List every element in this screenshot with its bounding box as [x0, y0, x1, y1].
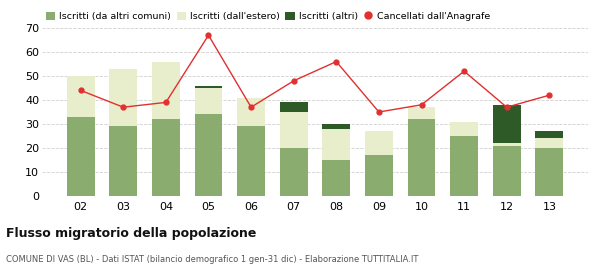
Bar	[322, 160, 350, 196]
Bar	[535, 148, 563, 196]
Bar	[450, 136, 478, 196]
Bar	[152, 62, 180, 119]
Bar	[535, 131, 563, 138]
Text: COMUNE DI VAS (BL) - Dati ISTAT (bilancio demografico 1 gen-31 dic) - Elaborazio: COMUNE DI VAS (BL) - Dati ISTAT (bilanci…	[6, 255, 418, 264]
Bar	[280, 112, 308, 148]
Bar	[535, 138, 563, 148]
Bar	[450, 122, 478, 136]
Bar	[280, 102, 308, 112]
Bar	[194, 88, 223, 115]
Bar	[67, 76, 95, 117]
Legend: Iscritti (da altri comuni), Iscritti (dall'estero), Iscritti (altri), Cancellati: Iscritti (da altri comuni), Iscritti (da…	[42, 8, 494, 25]
Bar	[493, 105, 521, 143]
Bar	[237, 98, 265, 126]
Bar	[407, 119, 436, 196]
Bar	[322, 124, 350, 129]
Bar	[493, 146, 521, 196]
Bar	[152, 119, 180, 196]
Bar	[493, 143, 521, 146]
Bar	[109, 69, 137, 126]
Bar	[237, 126, 265, 196]
Bar	[194, 86, 223, 88]
Bar	[194, 115, 223, 196]
Bar	[407, 107, 436, 119]
Bar	[280, 148, 308, 196]
Text: Flusso migratorio della popolazione: Flusso migratorio della popolazione	[6, 227, 256, 240]
Bar	[365, 155, 393, 196]
Bar	[109, 126, 137, 196]
Bar	[322, 129, 350, 160]
Bar	[365, 131, 393, 155]
Bar	[67, 117, 95, 196]
